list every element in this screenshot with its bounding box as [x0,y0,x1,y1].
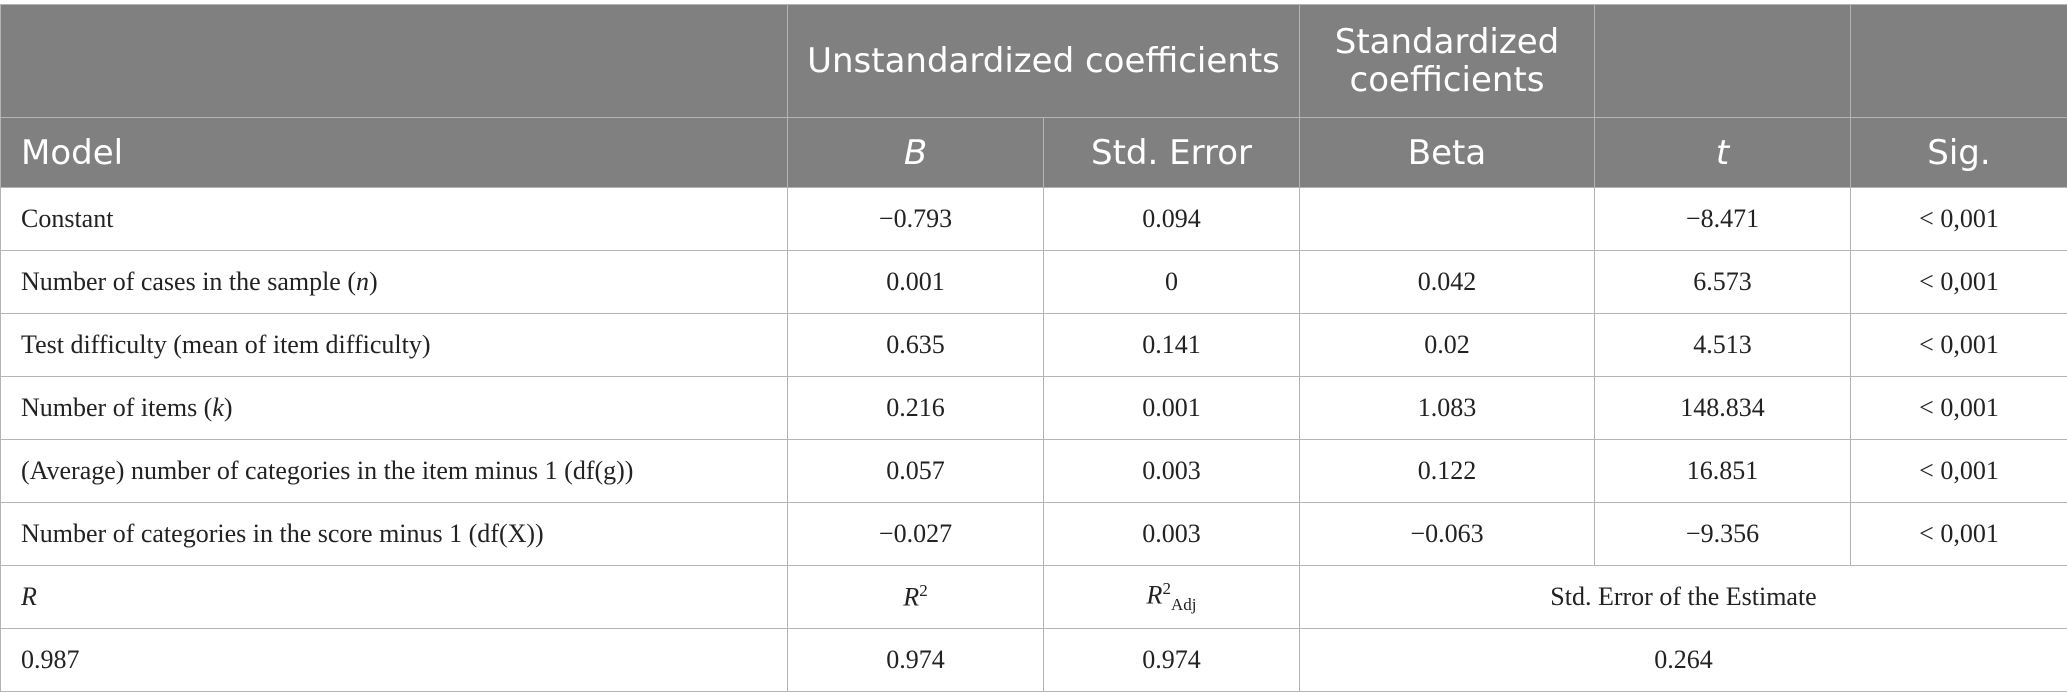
regression-table: Unstandardized coefficients Standardized… [0,4,2067,692]
cell-beta: 1.083 [1299,376,1595,440]
cell-beta: −0.063 [1299,502,1595,566]
cell-std-error: 0.141 [1043,313,1300,377]
table-row: Number of cases in the sample (n) 0.001 … [0,250,2067,314]
table-row: Constant −0.793 0.094 −8.471 < 0,001 [0,187,2067,251]
cell-b: −0.793 [787,187,1044,251]
row-label: Number of categories in the score minus … [0,502,788,566]
cell-t: 6.573 [1594,250,1851,314]
cell-t: 4.513 [1594,313,1851,377]
cell-sig: < 0,001 [1850,376,2067,440]
table-row: Number of items (k) 0.216 0.001 1.083 14… [0,376,2067,440]
cell-t: 148.834 [1594,376,1851,440]
header-b: B [787,117,1044,188]
cell-t: 16.851 [1594,439,1851,503]
row-label: Constant [0,187,788,251]
cell-sig: < 0,001 [1850,502,2067,566]
row-label: (Average) number of categories in the it… [0,439,788,503]
cell-beta [1299,187,1595,251]
header-sig: Sig. [1850,117,2067,188]
cell-beta: 0.122 [1299,439,1595,503]
summary-r2-value: 0.974 [787,628,1044,692]
summary-std-error-estimate-value: 0.264 [1299,628,2067,692]
cell-beta: 0.042 [1299,250,1595,314]
cell-std-error: 0 [1043,250,1300,314]
row-label: Test difficulty (mean of item difficulty… [0,313,788,377]
cell-sig: < 0,001 [1850,187,2067,251]
cell-t: −8.471 [1594,187,1851,251]
header-std-error: Std. Error [1043,117,1300,188]
header-t: t [1594,117,1851,188]
table-row: Number of categories in the score minus … [0,502,2067,566]
table-header: Unstandardized coefficients Standardized… [0,4,2067,188]
cell-b: 0.635 [787,313,1044,377]
table-row: (Average) number of categories in the it… [0,439,2067,503]
cell-std-error: 0.003 [1043,502,1300,566]
table-row: Test difficulty (mean of item difficulty… [0,313,2067,377]
summary-header-std-error-estimate: Std. Error of the Estimate [1299,565,2067,629]
row-label: Number of items (k) [0,376,788,440]
header-row-columns: Model B Std. Error Beta t Sig. [0,117,2067,188]
cell-std-error: 0.001 [1043,376,1300,440]
cell-sig: < 0,001 [1850,313,2067,377]
header-row-groups: Unstandardized coefficients Standardized… [0,4,2067,118]
cell-b: 0.216 [787,376,1044,440]
header-blank-sig [1850,4,2067,118]
header-blank [0,4,788,118]
table-body: Constant −0.793 0.094 −8.471 < 0,001 Num… [0,187,2067,692]
cell-b: −0.027 [787,502,1044,566]
summary-r2-adj-value: 0.974 [1043,628,1300,692]
cell-sig: < 0,001 [1850,250,2067,314]
summary-header-row: R R2 R2Adj Std. Error of the Estimate [0,565,2067,629]
cell-sig: < 0,001 [1850,439,2067,503]
header-unstandardized-coefficients: Unstandardized coefficients [787,4,1300,118]
header-beta: Beta [1299,117,1595,188]
header-model: Model [0,117,788,188]
cell-b: 0.001 [787,250,1044,314]
row-label: Number of cases in the sample (n) [0,250,788,314]
cell-b: 0.057 [787,439,1044,503]
summary-r-value: 0.987 [0,628,788,692]
cell-t: −9.356 [1594,502,1851,566]
summary-header-r2: R2 [787,565,1044,629]
summary-header-r2-adj: R2Adj [1043,565,1300,629]
header-standardized-coefficients: Standardized coefficients [1299,4,1595,118]
summary-row: 0.987 0.974 0.974 0.264 [0,628,2067,692]
summary-header-r: R [0,565,788,629]
cell-beta: 0.02 [1299,313,1595,377]
header-blank-t [1594,4,1851,118]
cell-std-error: 0.003 [1043,439,1300,503]
cell-std-error: 0.094 [1043,187,1300,251]
